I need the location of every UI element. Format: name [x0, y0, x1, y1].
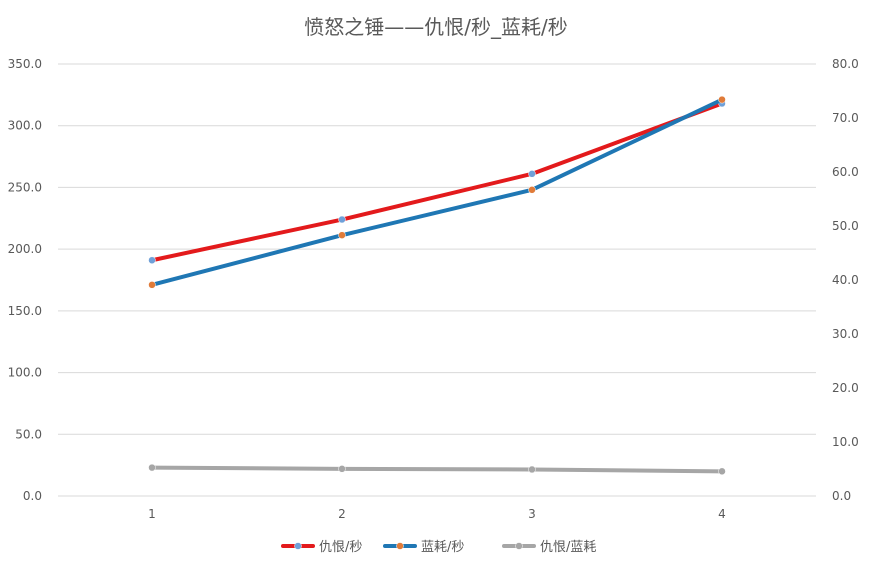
x-tick-label: 1 — [148, 507, 156, 521]
right-y-tick-label: 0.0 — [832, 489, 851, 503]
x-tick-label: 4 — [718, 507, 726, 521]
left-y-tick-label: 250.0 — [8, 180, 42, 194]
legend-label-1: 蓝耗/秒 — [421, 540, 464, 555]
series-line-2 — [150, 465, 724, 474]
series-point-0-1 — [338, 215, 346, 224]
right-y-tick-label: 10.0 — [832, 435, 859, 449]
x-axis-tick-labels: 1 2 3 4 — [148, 507, 726, 521]
chart-title: 愤怒之锤——仇恨/秒_蓝耗/秒 — [304, 15, 567, 39]
legend-label-2: 仇恨/蓝耗 — [540, 540, 596, 555]
series-point-2-2 — [528, 465, 536, 474]
right-y-tick-label: 30.0 — [832, 327, 859, 341]
left-axis-tick-labels: 0.0 50.0 100.0 150.0 200.0 250.0 300.0 350.0 — [8, 57, 42, 503]
left-y-tick-label: 350.0 — [8, 57, 42, 71]
legend: 仇恨/秒 蓝耗/秒 仇恨/蓝耗 — [281, 540, 596, 555]
series-point-1-2 — [528, 186, 536, 194]
left-y-tick-label: 50.0 — [15, 427, 42, 441]
right-y-tick-label: 70.0 — [832, 111, 859, 125]
x-tick-label: 2 — [338, 507, 346, 521]
left-y-tick-label: 0.0 — [23, 489, 42, 503]
series-point-0-2 — [528, 170, 536, 178]
left-y-tick-label: 300.0 — [8, 119, 42, 133]
right-y-tick-label: 20.0 — [832, 381, 859, 395]
series-point-1-1 — [338, 231, 346, 239]
right-y-tick-label: 50.0 — [832, 219, 859, 233]
legend-marker-2 — [515, 542, 523, 550]
series-layer — [148, 95, 726, 476]
grid-lines — [58, 63, 816, 497]
legend-label-0: 仇恨/秒 — [319, 540, 362, 555]
series-line-1 — [150, 97, 724, 287]
series-point-2-3 — [718, 467, 726, 476]
right-y-tick-label: 40.0 — [832, 273, 859, 287]
series-point-2-0 — [148, 463, 156, 472]
series-point-0-0 — [148, 256, 156, 265]
series-line-0 — [150, 101, 724, 263]
right-axis-tick-labels: 0.0 10.0 20.0 30.0 40.0 50.0 60.0 70.0 80.0 — [832, 57, 859, 503]
series-point-2-1 — [338, 465, 346, 473]
left-y-tick-label: 150.0 — [8, 304, 42, 318]
left-y-tick-label: 200.0 — [8, 242, 42, 256]
series-point-1-0 — [148, 281, 156, 289]
right-y-tick-label: 80.0 — [832, 57, 859, 71]
legend-marker-0 — [294, 542, 302, 550]
series-point-1-3 — [718, 95, 726, 104]
left-y-tick-label: 100.0 — [8, 366, 42, 380]
legend-marker-1 — [396, 542, 404, 550]
x-tick-label: 3 — [528, 507, 536, 521]
right-y-tick-label: 60.0 — [832, 165, 859, 179]
